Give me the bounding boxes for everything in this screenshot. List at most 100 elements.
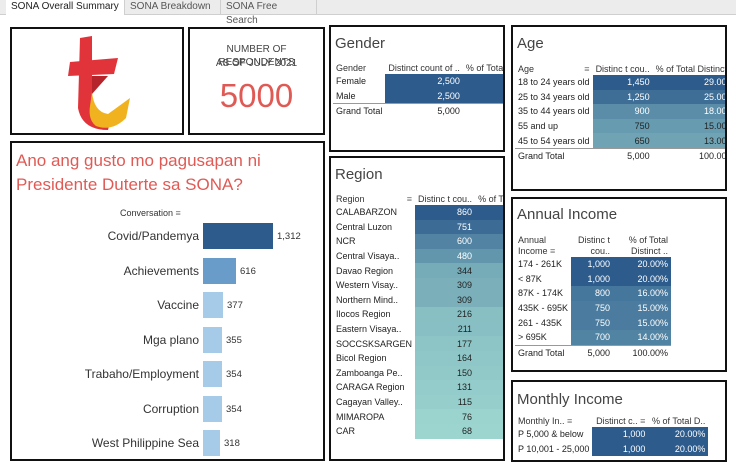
region-row[interactable]: CAR 681.36% <box>333 423 503 439</box>
region-row[interactable]: CARAGA Region 1312.62% <box>333 380 503 395</box>
annual-income-row-label: 435K - 695K <box>518 303 569 314</box>
region-row[interactable]: SOCCSKSARGEN1773.54% <box>333 336 503 351</box>
sort-icon[interactable]: ≡ <box>550 246 556 256</box>
gender-row[interactable]: Male 2,50050.00% <box>333 88 503 104</box>
region-header-label[interactable]: Region ≡ <box>336 194 413 204</box>
monthly-income-header-label[interactable]: Monthly In.. ≡ <box>518 416 573 426</box>
region-row[interactable]: Eastern Visaya.. 2114.22% <box>333 321 503 337</box>
conversation-label: Achievements <box>123 263 199 278</box>
sort-icon[interactable]: ≡ <box>567 416 573 426</box>
conversation-bar[interactable] <box>203 292 223 318</box>
annual-income-header-pct[interactable]: % of Total Distinct .. <box>628 235 669 256</box>
region-row[interactable]: Bicol Region 1643.28% <box>333 350 503 366</box>
age-row-count: 900 <box>592 104 653 119</box>
age-header-count[interactable]: Distinc t cou.. <box>595 64 650 74</box>
region-row[interactable]: NCR 60012.00% <box>333 234 503 249</box>
annual-income-row[interactable]: 261 - 435K 750 15.00% <box>515 315 672 330</box>
region-row-pct: 3.54% <box>475 336 503 351</box>
region-row-count: 115 <box>415 394 476 410</box>
region-row-pct: 3.00% <box>475 365 503 381</box>
conversation-bar[interactable] <box>203 257 236 284</box>
conversation-bar[interactable] <box>203 223 273 249</box>
age-header-label[interactable]: Age ≡ <box>518 64 590 74</box>
age-row-label: 45 to 54 years old <box>518 135 590 146</box>
annual-income-row[interactable]: > 695K 700 14.00% <box>515 329 672 346</box>
age-header-pct[interactable]: % of Total Distinct .. <box>655 64 727 74</box>
age-row-label: 25 to 34 years old <box>518 91 590 102</box>
region-row-count: 216 <box>415 307 476 322</box>
age-row-label: 35 to 44 years old <box>518 106 590 117</box>
gender-row-pct: 50.00% <box>462 88 503 104</box>
sort-icon[interactable]: ≡ <box>584 64 590 74</box>
conversation-label: Trabaho/Employment <box>84 367 199 381</box>
tab-sona-overall-summary[interactable]: SONA Overall Summary <box>6 0 125 15</box>
age-row-label: 18 to 24 years old <box>518 77 590 88</box>
region-row-count: 68 <box>415 423 476 439</box>
region-row-pct: 1.36% <box>475 423 503 439</box>
region-row[interactable]: Davao Region 3446.88% <box>333 263 503 278</box>
region-row[interactable]: Zamboanga Pe.. 1503.00% <box>333 365 503 381</box>
conversation-column-header[interactable]: Conversation ≡ <box>120 208 181 218</box>
annual-income-header-count[interactable]: Distinc t cou.. <box>578 235 611 256</box>
sort-icon[interactable]: ≡ <box>406 194 413 204</box>
age-row-pct: 25.00% <box>652 89 725 105</box>
annual-income-grand-total-row: Grand Total 5,000 100.00% <box>515 344 672 361</box>
monthly-income-header-pct[interactable]: % of Total D.. <box>652 416 706 426</box>
region-row-label: Northern Mind.. <box>336 294 399 305</box>
region-row-label: Western Visay.. <box>336 280 399 291</box>
region-header-count[interactable]: Distinc t cou.. <box>418 194 473 204</box>
region-header-pct[interactable]: % of Total Distinct .. <box>478 194 503 204</box>
gender-row[interactable]: Female 2,50050.00% <box>333 74 503 89</box>
region-row[interactable]: Central Visaya.. 4809.60% <box>333 248 503 264</box>
annual-income-row-count: 750 <box>571 300 614 316</box>
tab-bar: SONA Overall Summary SONA Breakdown SONA… <box>0 0 736 26</box>
region-row-count: 751 <box>415 219 476 235</box>
monthly-income-header-count[interactable]: Distinct c.. ≡ <box>596 416 646 426</box>
annual-income-row[interactable]: 435K - 695K 750 15.00% <box>515 300 672 316</box>
annual-income-row[interactable]: < 87K 1,000 20.00% <box>515 271 672 287</box>
conversation-bar[interactable] <box>203 430 220 456</box>
region-title: Region <box>335 166 383 183</box>
age-row-pct: 15.00% <box>652 118 725 134</box>
age-total-count: 5,000 <box>592 147 653 164</box>
annual-income-header-label[interactable]: Annual Income ≡ <box>518 235 556 256</box>
gender-row-label: Female <box>336 76 367 87</box>
gender-header-pct[interactable]: % of Total Distinct .. <box>465 63 505 73</box>
region-row[interactable]: MIMAROPA 761.52% <box>333 409 503 424</box>
tab-sona-breakdown[interactable]: SONA Breakdown <box>125 0 221 14</box>
region-row[interactable]: Western Visay.. 3096.18% <box>333 277 503 293</box>
region-row[interactable]: CALABARZON 86017.20% <box>333 205 503 220</box>
conversation-bar[interactable] <box>203 395 222 422</box>
annual-income-row[interactable]: 87K - 174K 800 16.00% <box>515 286 672 301</box>
tab-sona-free-search[interactable]: SONA Free Search <box>221 0 317 26</box>
sort-icon[interactable]: ≡ <box>640 416 646 426</box>
region-row[interactable]: Cagayan Valley.. 1152.30% <box>333 394 503 410</box>
annual-income-total-count: 5,000 <box>571 344 614 361</box>
annual-income-total-label: Grand Total <box>515 344 572 361</box>
conversation-bar[interactable] <box>203 361 222 387</box>
region-row-label: NCR <box>336 236 356 247</box>
region-row-count: 600 <box>415 234 476 249</box>
region-row-label: Central Luzon <box>336 221 393 232</box>
conversation-bar[interactable] <box>203 326 222 353</box>
monthly-income-row-label: P 10,001 - 25,000 <box>518 443 590 454</box>
monthly-income-row[interactable]: P 5,000 & below 1,000 20.00% <box>515 427 709 442</box>
monthly-income-row-count: 1,000 <box>592 441 649 457</box>
region-row[interactable]: Central Luzon 75115.02% <box>333 219 503 235</box>
sort-icon[interactable]: ≡ <box>175 208 181 218</box>
gender-header-count[interactable]: Distinct count of .. <box>388 63 460 73</box>
annual-income-row[interactable]: 174 - 261K 1,000 20.00% <box>515 257 672 272</box>
annual-income-row-count: 800 <box>571 286 614 301</box>
monthly-income-row[interactable]: P 10,001 - 25,000 1,000 20.00% <box>515 441 709 457</box>
conversation-value-label: 354 <box>226 403 242 415</box>
region-row-pct: 3.28% <box>475 350 503 366</box>
gender-total-label: Grand Total <box>333 103 386 119</box>
region-row[interactable]: Northern Mind.. 3096.18% <box>333 292 503 308</box>
region-row[interactable]: Ilocos Region 2164.32% <box>333 307 503 322</box>
